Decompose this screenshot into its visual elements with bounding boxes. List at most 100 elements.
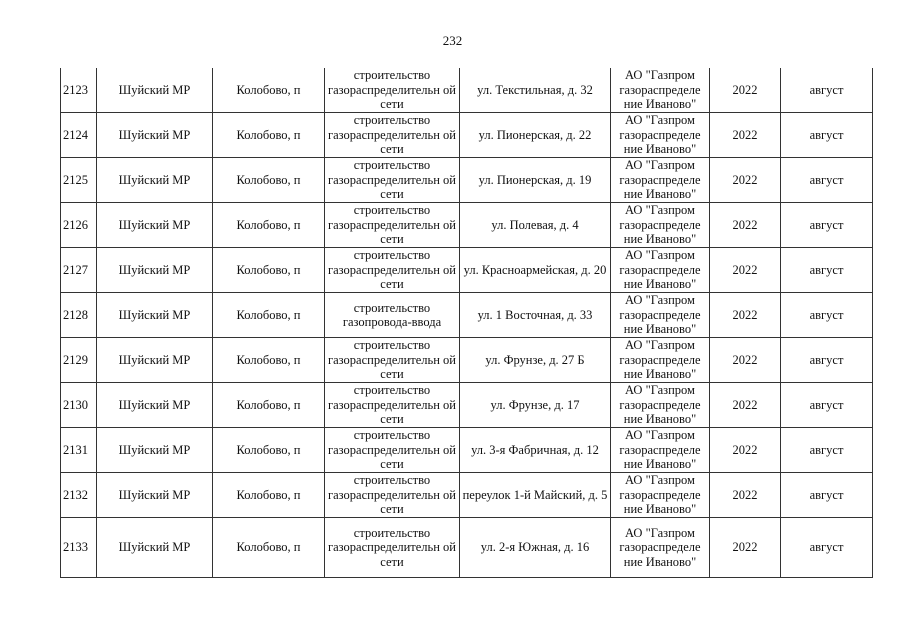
cell-district: Шуйский МР	[96, 517, 213, 578]
cell-work: строительство газораспределительн ой сет…	[324, 157, 460, 203]
cell-org: АО "Газпром газораспределе ние Иваново"	[610, 427, 710, 473]
cell-org: АО "Газпром газораспределе ние Иваново"	[610, 517, 710, 578]
cell-org: АО "Газпром газораспределе ние Иваново"	[610, 472, 710, 518]
cell-month: август	[780, 68, 873, 113]
cell-district: Шуйский МР	[96, 292, 213, 338]
cell-locality: Колобово, п	[212, 202, 325, 248]
cell-n: 2126	[60, 202, 97, 248]
table-row: 2129 Шуйский МР Колобово, п строительство г…	[60, 337, 873, 383]
cell-n: 2125	[60, 157, 97, 203]
cell-month: август	[780, 112, 873, 158]
cell-address: ул. Пионерская, д. 19	[459, 157, 611, 203]
cell-locality: Колобово, п	[212, 382, 325, 428]
cell-n: 2131	[60, 427, 97, 473]
cell-n: 2124	[60, 112, 97, 158]
cell-month: август	[780, 157, 873, 203]
cell-work: строительство газораспределительн ой сет…	[324, 337, 460, 383]
cell-address: ул. Фрунзе, д. 17	[459, 382, 611, 428]
cell-year: 2022	[709, 112, 781, 158]
cell-district: Шуйский МР	[96, 202, 213, 248]
cell-locality: Колобово, п	[212, 517, 325, 578]
table-row: 2130 Шуйский МР Колобово, п строительство г…	[60, 382, 873, 428]
cell-address: ул. Полевая, д. 4	[459, 202, 611, 248]
cell-year: 2022	[709, 292, 781, 338]
cell-address: ул. Текстильная, д. 32	[459, 68, 611, 113]
table-row: 2132 Шуйский МР Колобово, п строительство г…	[60, 472, 873, 518]
cell-month: август	[780, 337, 873, 383]
cell-org: АО "Газпром газораспределе ние Иваново"	[610, 68, 710, 113]
cell-work: строительство газораспределительн ой сет…	[324, 112, 460, 158]
cell-month: август	[780, 427, 873, 473]
table-row: 2128 Шуйский МР Колобово, п строительство г…	[60, 292, 873, 338]
cell-work: строительство газораспределительн ой сет…	[324, 517, 460, 578]
cell-work: строительство газораспределительн ой сет…	[324, 382, 460, 428]
cell-n: 2133	[60, 517, 97, 578]
cell-work: строительство газопровода-ввода	[324, 292, 460, 338]
cell-work: строительство газораспределительн ой сет…	[324, 472, 460, 518]
table-row: 2131 Шуйский МР Колобово, п строительство г…	[60, 427, 873, 473]
cell-district: Шуйский МР	[96, 337, 213, 383]
cell-year: 2022	[709, 247, 781, 293]
cell-n: 2127	[60, 247, 97, 293]
cell-district: Шуйский МР	[96, 382, 213, 428]
cell-year: 2022	[709, 427, 781, 473]
cell-locality: Колобово, п	[212, 247, 325, 293]
cell-year: 2022	[709, 337, 781, 383]
cell-address: ул. Пионерская, д. 22	[459, 112, 611, 158]
cell-year: 2022	[709, 382, 781, 428]
cell-n: 2132	[60, 472, 97, 518]
cell-address: ул. 1 Восточная, д. 33	[459, 292, 611, 338]
cell-year: 2022	[709, 472, 781, 518]
table-row: 2123 Шуйский МР Колобово, п строительство г…	[60, 68, 873, 113]
cell-locality: Колобово, п	[212, 112, 325, 158]
cell-district: Шуйский МР	[96, 472, 213, 518]
page-number: 232	[442, 33, 463, 48]
cell-address: переулок 1-й Майский, д. 5	[459, 472, 611, 518]
cell-district: Шуйский МР	[96, 157, 213, 203]
cell-district: Шуйский МР	[96, 427, 213, 473]
cell-work: строительство газораспределительн ой сет…	[324, 202, 460, 248]
cell-month: август	[780, 247, 873, 293]
cell-address: ул. 3-я Фабричная, д. 12	[459, 427, 611, 473]
cell-address: ул. 2-я Южная, д. 16	[459, 517, 611, 578]
table-row: 2125 Шуйский МР Колобово, п строительство г…	[60, 157, 873, 203]
cell-org: АО "Газпром газораспределе ние Иваново"	[610, 157, 710, 203]
cell-month: август	[780, 202, 873, 248]
cell-org: АО "Газпром газораспределе ние Иваново"	[610, 247, 710, 293]
cell-locality: Колобово, п	[212, 292, 325, 338]
cell-n: 2128	[60, 292, 97, 338]
cell-month: август	[780, 292, 873, 338]
cell-address: ул. Красноармейская, д. 20	[459, 247, 611, 293]
cell-org: АО "Газпром газораспределе ние Иваново"	[610, 337, 710, 383]
cell-district: Шуйский МР	[96, 112, 213, 158]
cell-locality: Колобово, п	[212, 427, 325, 473]
table-row: 2133 Шуйский МР Колобово, п строительство г…	[60, 517, 873, 578]
cell-year: 2022	[709, 517, 781, 578]
cell-n: 2129	[60, 337, 97, 383]
cell-year: 2022	[709, 202, 781, 248]
cell-locality: Колобово, п	[212, 157, 325, 203]
table-row: 2126 Шуйский МР Колобово, п строительство г…	[60, 202, 873, 248]
cell-org: АО "Газпром газораспределе ние Иваново"	[610, 112, 710, 158]
cell-month: август	[780, 517, 873, 578]
cell-org: АО "Газпром газораспределе ние Иваново"	[610, 292, 710, 338]
cell-org: АО "Газпром газораспределе ние Иваново"	[610, 202, 710, 248]
cell-org: АО "Газпром газораспределе ние Иваново"	[610, 382, 710, 428]
cell-year: 2022	[709, 68, 781, 113]
cell-n: 2130	[60, 382, 97, 428]
cell-year: 2022	[709, 157, 781, 203]
table-row: 2127 Шуйский МР Колобово, п строительство г…	[60, 247, 873, 293]
cell-address: ул. Фрунзе, д. 27 Б	[459, 337, 611, 383]
cell-district: Шуйский МР	[96, 68, 213, 113]
cell-n: 2123	[60, 68, 97, 113]
cell-locality: Колобово, п	[212, 337, 325, 383]
cell-work: строительство газораспределительн ой сет…	[324, 427, 460, 473]
gasification-table: 2123 Шуйский МР Колобово, п строительство г…	[60, 68, 873, 578]
cell-month: август	[780, 382, 873, 428]
cell-work: строительство газораспределительн ой сет…	[324, 68, 460, 113]
cell-month: август	[780, 472, 873, 518]
table-row: 2124 Шуйский МР Колобово, п строительство г…	[60, 112, 873, 158]
cell-work: строительство газораспределительн ой сет…	[324, 247, 460, 293]
cell-locality: Колобово, п	[212, 68, 325, 113]
cell-district: Шуйский МР	[96, 247, 213, 293]
